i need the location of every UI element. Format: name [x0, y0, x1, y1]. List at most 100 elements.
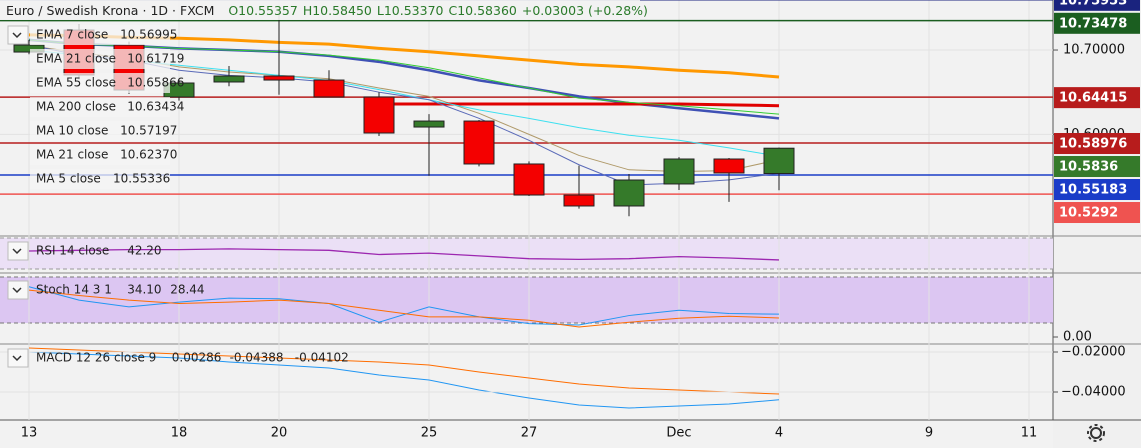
- header-value: O10.55357: [228, 3, 297, 18]
- candle-body: [563, 194, 595, 207]
- stoch-value: 28.44: [170, 283, 204, 297]
- stoch-value: 34.10: [127, 283, 161, 297]
- price-badge: [1054, 202, 1140, 224]
- legend-name: EMA 21 close: [36, 52, 116, 66]
- price-badge-label: 10.64415: [1059, 91, 1127, 106]
- rsi-name: RSI 14 close: [36, 244, 109, 258]
- macd-line: [28, 351, 780, 409]
- x-tick-label: 25: [421, 426, 438, 441]
- y-tick-label: 10.70000: [1063, 43, 1125, 58]
- y-tick-label: −0.04000: [1061, 385, 1126, 400]
- settings-icon[interactable]: [1087, 424, 1105, 442]
- legend-background: [30, 49, 170, 69]
- legend-background: [30, 25, 170, 45]
- symbol-title: Euro / Swedish Krona: [6, 3, 138, 18]
- legend-background: [30, 169, 170, 189]
- candle-body: [313, 79, 345, 98]
- collapse-arrow: [12, 355, 22, 362]
- legend-value: 10.55336: [113, 172, 170, 186]
- header-value: H10.58450: [303, 3, 372, 18]
- legend-value: 10.62370: [120, 148, 177, 162]
- candle-body: [763, 147, 795, 175]
- legend-name: EMA 55 close: [36, 76, 116, 90]
- rsi-line: [28, 248, 780, 261]
- rsi-band: [0, 238, 1053, 269]
- header-background: [0, 0, 640, 20]
- gear-teeth: [1087, 424, 1105, 442]
- stoch-band: [0, 277, 1053, 323]
- x-tick-label: 11: [1021, 426, 1038, 441]
- candle-body: [413, 120, 445, 128]
- header-value: L10.53370: [377, 3, 444, 18]
- stoch-line: [28, 289, 780, 328]
- gear-ring: [1090, 427, 1102, 439]
- macd-value: -0.04388: [230, 351, 284, 365]
- x-tick-label: Dec: [666, 426, 691, 441]
- legend-background: [30, 97, 170, 117]
- macd-line: [28, 347, 780, 395]
- stoch-name: Stoch 14 3 1: [36, 283, 112, 297]
- legend-value: 10.65866: [127, 76, 184, 90]
- x-tick-label: 27: [521, 426, 538, 441]
- y-tick-label: 0.00: [1063, 330, 1092, 345]
- price-badge: [1054, 179, 1140, 201]
- x-tick-label: 4: [775, 426, 783, 441]
- price-badge: [1054, 12, 1140, 34]
- candle-body: [713, 158, 745, 174]
- indicator-line: [28, 39, 780, 115]
- collapse-arrow: [12, 32, 22, 39]
- price-badge: [1054, 87, 1140, 109]
- plot-background: [0, 0, 1053, 448]
- header-value: +0.03003 (+0.28%): [522, 3, 648, 18]
- candle-body: [663, 158, 695, 185]
- separator: ·: [172, 3, 176, 18]
- price-axis-background: [1053, 0, 1141, 448]
- price-badge-label: 10.75953: [1059, 0, 1127, 8]
- price-badge: [1054, 0, 1140, 11]
- price-badge-label: 10.5836: [1059, 160, 1118, 175]
- stoch-line: [28, 286, 780, 326]
- separator: ·: [142, 3, 146, 18]
- legend-value: 10.63434: [127, 100, 184, 114]
- price-badge-label: 10.58976: [1059, 137, 1127, 152]
- candle-body: [613, 179, 645, 207]
- candle-body: [213, 75, 245, 83]
- price-badge: [1054, 133, 1140, 155]
- collapse-arrow: [12, 248, 22, 255]
- candle-body: [363, 96, 395, 134]
- macd-histogram-value: 0.00286: [172, 351, 222, 365]
- legend-value: 10.57197: [120, 124, 177, 138]
- legend-background: [30, 73, 170, 93]
- price-badge-label: 10.5292: [1059, 206, 1118, 221]
- x-tick-label: 13: [21, 426, 38, 441]
- price-badge-label: 10.55183: [1059, 183, 1127, 198]
- symbol-header: Euro / Swedish Krona · 1D · FXCM O10.55357 H1…: [6, 3, 648, 18]
- price-badge-label: 10.73478: [1059, 16, 1127, 31]
- price-badge: [1054, 156, 1140, 178]
- legend-name: EMA 7 close: [36, 28, 108, 42]
- collapse-arrow: [12, 287, 22, 294]
- candle-body: [513, 163, 545, 196]
- header-value: C10.58360: [448, 3, 516, 18]
- x-tick-label: 18: [171, 426, 188, 441]
- legend-name: MA 10 close: [36, 124, 108, 138]
- y-tick-label: −0.02000: [1061, 345, 1126, 360]
- legend-name: MA 21 close: [36, 148, 108, 162]
- exchange: FXCM: [180, 3, 214, 18]
- legend-value: 10.56995: [120, 28, 177, 42]
- legend-background: [30, 145, 170, 165]
- candle-body: [263, 75, 295, 81]
- macd-name: MACD 12 26 close 9: [36, 351, 156, 365]
- candle-body: [13, 44, 45, 53]
- legend-name: MA 200 close: [36, 100, 116, 114]
- legend-background: [30, 121, 170, 141]
- legend-name: MA 5 close: [36, 172, 101, 186]
- candle-body: [463, 120, 495, 165]
- legend-value: 10.61719: [127, 52, 184, 66]
- interval: 1D: [150, 3, 168, 18]
- rsi-value: 42.20: [127, 244, 161, 258]
- x-tick-label: 20: [271, 426, 288, 441]
- macd-value: -0.04102: [295, 351, 349, 365]
